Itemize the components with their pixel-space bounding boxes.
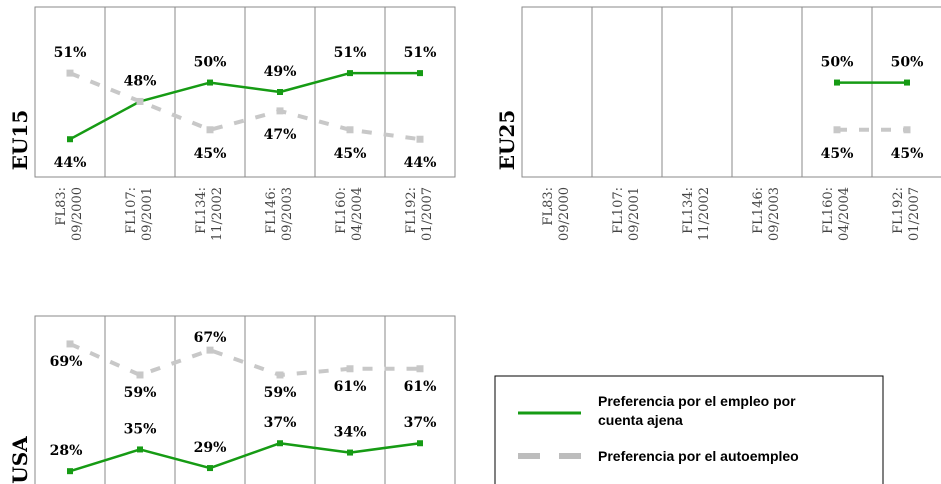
data-point-employee	[347, 449, 353, 456]
data-point-self	[346, 126, 354, 134]
data-label: 51%	[334, 45, 367, 61]
data-point-self	[276, 371, 284, 379]
region-label: EU25	[495, 110, 519, 171]
data-label: 45%	[334, 146, 367, 162]
data-label: 45%	[821, 146, 854, 162]
data-point-self	[66, 340, 74, 348]
data-label: 44%	[404, 155, 437, 171]
x-tick-label: FL83:09/2000	[541, 187, 572, 241]
x-tick-label: FL146:09/2003	[264, 187, 295, 241]
region-label: EU15	[8, 110, 32, 171]
x-tick-label: FL107:09/2001	[124, 187, 155, 241]
data-point-self	[206, 126, 214, 134]
chart-panel-eu15: EU15 51% 48% 50% 49% 51% 51% 44% 45% 47% 45% 44% FL8…	[8, 6, 456, 241]
data-label: 69%	[50, 354, 83, 370]
data-point-self	[346, 365, 354, 373]
data-label: 61%	[404, 379, 437, 395]
data-point-self	[833, 126, 841, 134]
data-point-self	[66, 69, 74, 77]
x-tick-label: FL192:01/2007	[404, 187, 435, 241]
data-point-employee	[417, 70, 423, 77]
data-label: 50%	[194, 55, 227, 71]
legend: Preferencia por el empleo por cuenta aje…	[494, 375, 884, 484]
x-tick-label: FL107:09/2001	[611, 187, 642, 241]
data-label: 47%	[264, 127, 297, 143]
data-label: 67%	[194, 330, 227, 346]
x-tick-label: FL146:09/2003	[751, 187, 782, 241]
data-point-self	[416, 365, 424, 373]
chart-panel-eu25: EU25 50% 50% 45% 45% FL83:09/2000 FL107:09/200…	[495, 6, 941, 241]
x-tick-label: FL83:09/2000	[54, 187, 85, 241]
data-point-employee	[834, 79, 840, 86]
data-point-employee	[207, 79, 213, 86]
series-line-employee	[69, 441, 421, 473]
data-label: 37%	[404, 415, 437, 431]
data-label: 51%	[54, 45, 87, 61]
legend-box	[494, 375, 884, 484]
data-point-self	[206, 346, 214, 354]
data-point-self	[136, 371, 144, 379]
data-label: 59%	[124, 385, 157, 401]
data-label: 61%	[334, 379, 367, 395]
data-point-employee	[904, 79, 910, 86]
data-label: 37%	[264, 415, 297, 431]
x-tick-label: FL192:01/2007	[891, 187, 922, 241]
data-label: 48%	[124, 73, 157, 89]
x-tick-label: FL160:04/2004	[334, 187, 365, 241]
data-label: 50%	[891, 55, 924, 71]
data-point-self	[416, 135, 424, 143]
data-point-self	[276, 107, 284, 115]
data-label: 49%	[264, 64, 297, 80]
data-point-self	[136, 97, 144, 105]
data-label: 44%	[54, 155, 87, 171]
data-point-employee	[277, 89, 283, 95]
data-point-employee	[137, 446, 143, 453]
data-point-employee	[347, 70, 353, 77]
data-point-employee	[277, 440, 283, 447]
data-point-employee	[67, 468, 73, 475]
x-tick-label: FL134:11/2002	[681, 187, 712, 241]
data-label: 51%	[404, 45, 437, 61]
data-label: 50%	[821, 55, 854, 71]
legend-label-employee: Preferencia por el empleo por cuenta aje…	[598, 393, 800, 428]
data-point-self	[903, 126, 911, 134]
series-line-employee	[69, 71, 420, 141]
data-label: 45%	[194, 146, 227, 162]
data-label: 34%	[334, 425, 367, 441]
data-label: 35%	[124, 421, 157, 437]
x-tick-label: FL160:04/2004	[821, 187, 852, 241]
data-label: 28%	[50, 443, 83, 459]
chart-panel-usa: USA 69% 59% 67% 59% 61% 61% 28% 35% 29% 37% 34% 37%	[8, 315, 456, 484]
region-label: USA	[8, 436, 32, 484]
data-label: 29%	[194, 440, 227, 456]
data-point-employee	[67, 136, 73, 143]
data-label: 59%	[264, 385, 297, 401]
legend-label-self: Preferencia por el autoempleo	[598, 448, 799, 464]
data-point-employee	[417, 440, 423, 447]
data-label: 45%	[891, 146, 924, 162]
data-point-employee	[207, 465, 213, 472]
x-tick-label: FL134:11/2002	[194, 187, 225, 241]
